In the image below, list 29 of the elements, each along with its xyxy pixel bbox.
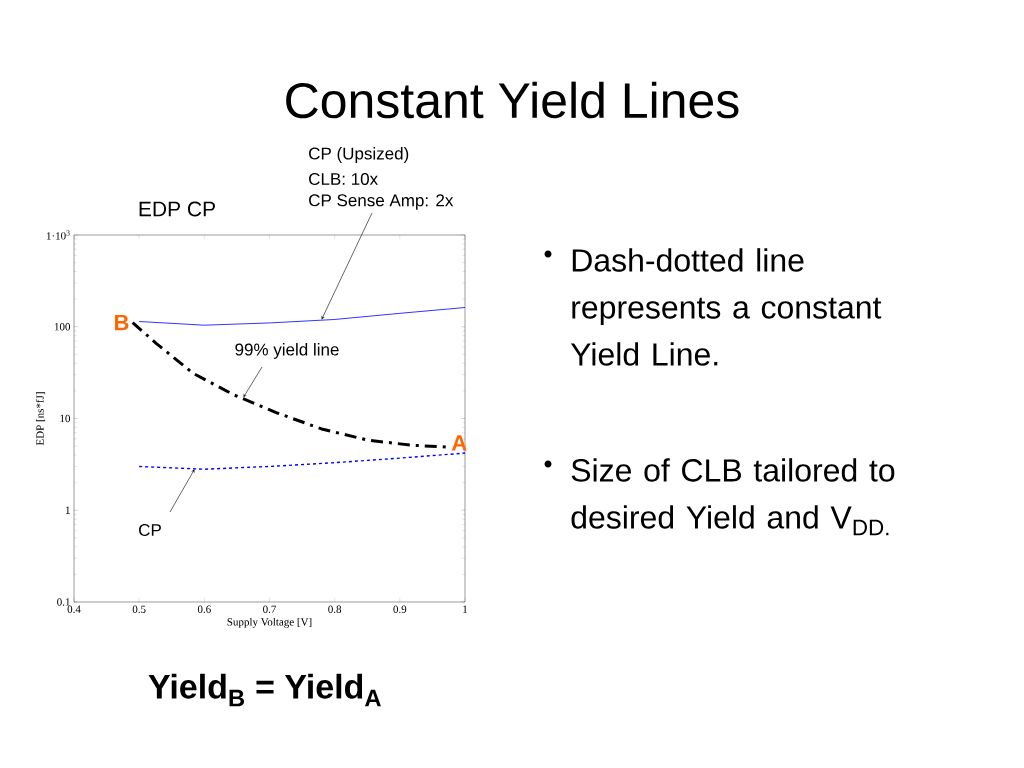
chart-title: Constant Yield Lines	[286, 81, 739, 119]
x-tick-label: 0.8	[328, 605, 342, 613]
annotation: 99% yield line	[235, 343, 339, 359]
y-tick-label: 1·10$^{3}$	[46, 230, 70, 240]
text: Size of CLB tailored to desired Yield and V$_{DD.}$	[571, 458, 895, 536]
x-tick-label: 1	[463, 605, 468, 613]
x-tick-label: 0.4	[67, 605, 81, 613]
annotation: CP Sense Amp: 2x	[309, 194, 454, 210]
annotation: CP	[139, 523, 161, 537]
text: CP (Upsized)	[309, 147, 409, 163]
text: Yield$_{B}$ = Yield$_{A}$	[148, 673, 381, 707]
chart-subtitle: EDP CP	[139, 201, 215, 217]
line-series	[131, 321, 448, 449]
y-tick-label: 0.1	[57, 598, 70, 606]
y-axis-title: EDP [ns*fJ]	[35, 392, 46, 446]
text: Dash-dotted line represents a constant Yield Line.	[570, 248, 882, 366]
line-series	[138, 307, 466, 326]
annotation: B	[115, 315, 129, 331]
x-tick-label: 0.6	[197, 605, 211, 613]
x-tick-label: 0.5	[132, 605, 146, 613]
y-tick-label: 100	[54, 323, 71, 331]
x-tick-label: 0.9	[393, 605, 407, 613]
y-tick-label: 10	[60, 414, 71, 423]
text: CLB: 10x	[309, 172, 378, 186]
x-axis-title: Supply Voltage [V]	[227, 617, 312, 628]
annotation: A	[451, 435, 467, 451]
x-tick-label: 0.7	[263, 605, 277, 613]
y-tick-label: 1	[65, 506, 70, 514]
line-series	[138, 452, 466, 470]
